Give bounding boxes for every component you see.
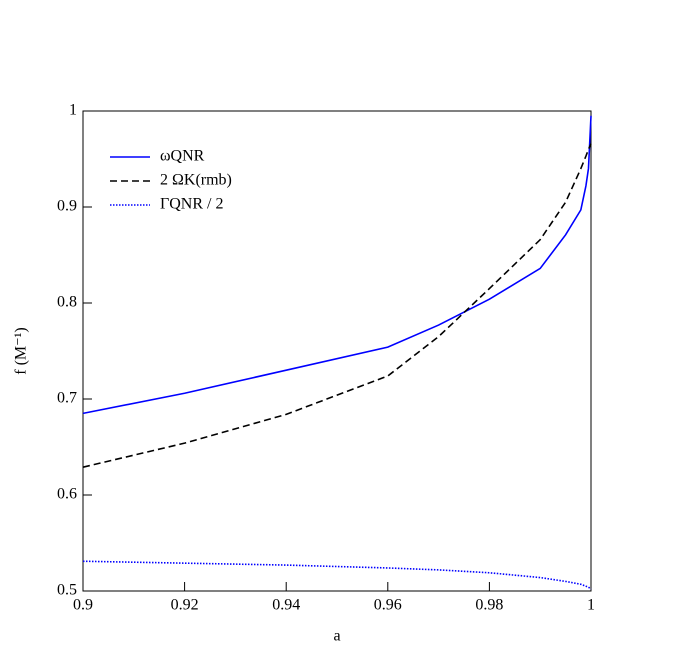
legend-label: 2 ΩK(rmb) bbox=[160, 172, 232, 189]
x-tick-label: 0.94 bbox=[272, 597, 300, 614]
y-tick-label: 0.9 bbox=[57, 198, 77, 215]
x-axis-label: a bbox=[333, 628, 340, 645]
x-tick-label: 1 bbox=[587, 597, 595, 614]
y-tick-label: 0.7 bbox=[57, 390, 77, 407]
x-tick-label: 0.96 bbox=[374, 597, 402, 614]
y-axis-label: f (M⁻¹) bbox=[13, 327, 30, 374]
legend-label: ΓQNR / 2 bbox=[160, 196, 223, 213]
legend-label: ωQNR bbox=[160, 148, 205, 165]
x-tick-label: 0.98 bbox=[475, 597, 503, 614]
y-tick-label: 0.8 bbox=[57, 294, 77, 311]
y-tick-label: 0.5 bbox=[57, 582, 77, 599]
x-tick-label: 0.92 bbox=[171, 597, 199, 614]
plot-frame bbox=[82, 110, 592, 592]
series-line bbox=[82, 115, 592, 415]
y-tick-label: 0.6 bbox=[57, 486, 77, 503]
series-line bbox=[82, 143, 592, 468]
series-line bbox=[82, 560, 592, 590]
y-tick-label: 1 bbox=[69, 102, 77, 119]
x-tick-label: 0.9 bbox=[73, 597, 93, 614]
